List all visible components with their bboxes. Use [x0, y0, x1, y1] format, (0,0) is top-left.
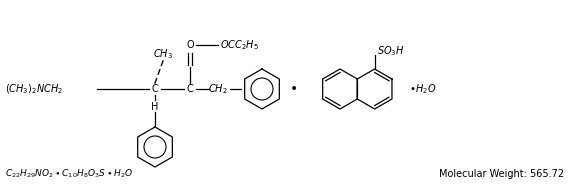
- Text: •: •: [290, 82, 298, 96]
- Text: $(CH_3)_2NCH_2$: $(CH_3)_2NCH_2$: [5, 82, 63, 96]
- Text: C: C: [151, 84, 158, 94]
- Text: $OCC_2H_5$: $OCC_2H_5$: [220, 38, 259, 52]
- Text: H: H: [151, 102, 159, 112]
- Text: $SO_3H$: $SO_3H$: [377, 44, 404, 58]
- Text: $CH_2$: $CH_2$: [208, 82, 228, 96]
- Text: C: C: [187, 84, 193, 94]
- Text: Molecular Weight: 565.72: Molecular Weight: 565.72: [439, 169, 564, 179]
- Text: $C_{22}H_{29}NO_2\bullet C_{10}H_8O_3S\bullet H_2O$: $C_{22}H_{29}NO_2\bullet C_{10}H_8O_3S\b…: [5, 168, 133, 180]
- Text: $CH_3$: $CH_3$: [153, 47, 173, 61]
- Text: $\bullet H_2O$: $\bullet H_2O$: [409, 82, 436, 96]
- Text: O: O: [186, 40, 194, 50]
